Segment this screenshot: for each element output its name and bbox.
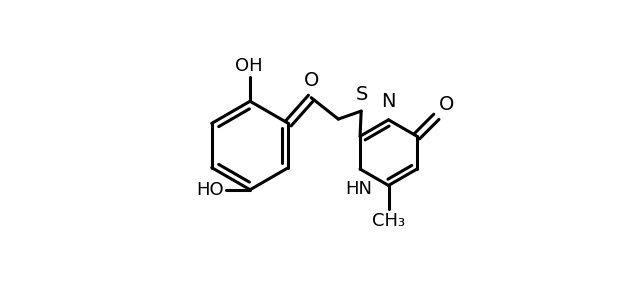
Text: S: S [356,85,368,104]
Text: HO: HO [196,181,223,199]
Text: O: O [304,71,319,90]
Text: N: N [381,92,396,111]
Text: OH: OH [235,57,262,75]
Text: HN: HN [345,180,372,198]
Text: CH₃: CH₃ [372,212,405,230]
Text: O: O [439,95,454,114]
